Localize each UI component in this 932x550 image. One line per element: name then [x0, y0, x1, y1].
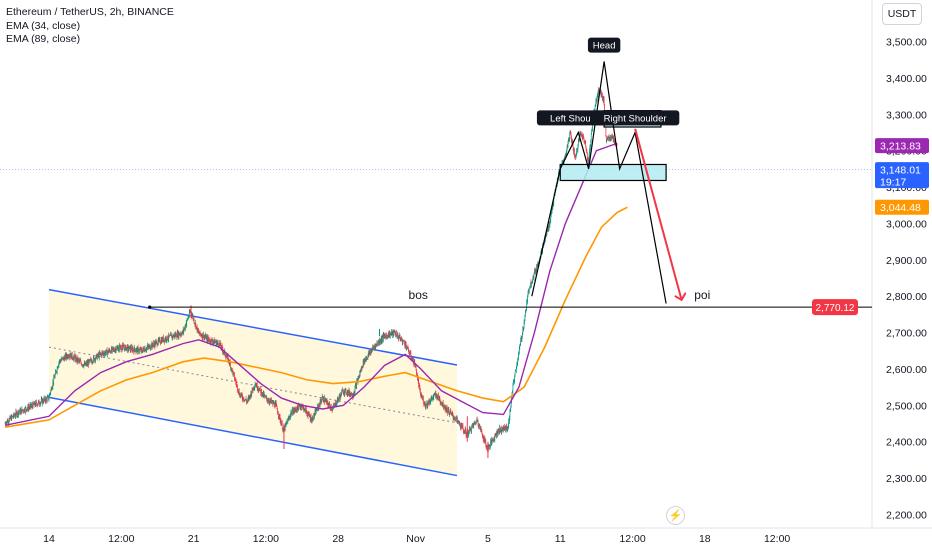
- price-tick-label: 3,500.00: [886, 37, 927, 49]
- time-tick-label: 28: [332, 533, 344, 545]
- currency-button[interactable]: USDT: [882, 3, 922, 25]
- right-shoulder-label: Right Shoulder: [604, 113, 667, 124]
- ema89-line: [4, 206, 628, 428]
- current-price-label-bg: [875, 162, 929, 189]
- channel-background: [48, 288, 458, 477]
- grid: [0, 0, 932, 529]
- price-tick-label: 3,400.00: [886, 73, 927, 85]
- price-tick-label: 2,800.00: [886, 291, 927, 303]
- head-label: Head: [593, 41, 616, 52]
- chart-legend: Ethereum / TetherUS, 2h, BINANCE EMA (34…: [6, 6, 174, 47]
- time-tick-label: 12:00: [253, 533, 279, 545]
- time-tick-label: 12:00: [619, 533, 645, 545]
- price-tick-label: 2,300.00: [886, 473, 927, 485]
- price-tick-label: 2,700.00: [886, 328, 927, 340]
- channel-lower-line: [48, 396, 458, 477]
- time-tick-label: 12:00: [108, 533, 134, 545]
- drawings: bos poi Left Shoulder Head Right Shoulder: [148, 37, 872, 309]
- ema34-legend[interactable]: EMA (34, close): [6, 19, 81, 32]
- left-shoulder-label: Left Shoulder: [550, 113, 607, 124]
- price-tick-label: 3,000.00: [886, 218, 927, 230]
- time-tick-label: 11: [555, 533, 566, 545]
- lightning-icon[interactable]: ⚡: [666, 506, 685, 525]
- ema89-legend[interactable]: EMA (89, close): [6, 33, 81, 45]
- right-shoulder-label-bg: [590, 110, 680, 126]
- bos-label: bos: [409, 288, 428, 302]
- time-tick-label: 21: [188, 533, 200, 545]
- time-tick-label: Nov: [406, 533, 425, 545]
- projection-arrow: [634, 128, 681, 300]
- current-price-label: 3,148.01: [880, 165, 921, 177]
- time-tick-label: 5: [485, 533, 491, 545]
- price-tick-label: 2,400.00: [886, 437, 927, 449]
- price-tick-label: 2,200.00: [886, 510, 927, 522]
- time-axis[interactable]: 14 12:00 21 12:00 28 Nov 5 11 12:00 18 12:00: [43, 533, 790, 545]
- bos-anchor: [148, 305, 152, 309]
- candlesticks: [4, 87, 618, 459]
- poi-label: poi: [694, 288, 710, 302]
- supply-zone: [559, 163, 667, 182]
- price-tick-label: 2,900.00: [886, 255, 927, 267]
- channel-upper-line: [48, 288, 458, 366]
- ema-lines: [4, 142, 628, 428]
- ema89-price-label: 3,044.48: [880, 202, 921, 214]
- head-shoulders-pattern: [531, 61, 667, 304]
- price-axis[interactable]: 2,200.00 2,300.00 2,400.00 2,500.00 2,600.00…: [886, 37, 927, 522]
- price-tick-label: 2,500.00: [886, 400, 927, 412]
- price-tick-label: 2,600.00: [886, 364, 927, 376]
- poi-price-label: 2,770.12: [816, 303, 855, 314]
- time-tick-label: 14: [43, 533, 55, 545]
- channel-fill: [49, 289, 457, 476]
- poi-price-label-bg: [812, 299, 858, 316]
- ema34-line: [4, 142, 618, 427]
- head-label-bg: [587, 37, 621, 53]
- channel-midline: [48, 346, 458, 424]
- ema89-price-label-bg: [875, 199, 929, 215]
- ema34-price-label-bg: [875, 138, 929, 154]
- time-tick-label: 12:00: [764, 533, 790, 545]
- current-price-label-countdown: 19:17: [880, 177, 906, 189]
- ema34-price-label: 3,213.83: [880, 141, 921, 153]
- chart-title[interactable]: Ethereum / TetherUS, 2h, BINANCE: [6, 6, 174, 18]
- price-tick-label: 3,300.00: [886, 109, 927, 121]
- time-tick-label: 18: [699, 533, 711, 545]
